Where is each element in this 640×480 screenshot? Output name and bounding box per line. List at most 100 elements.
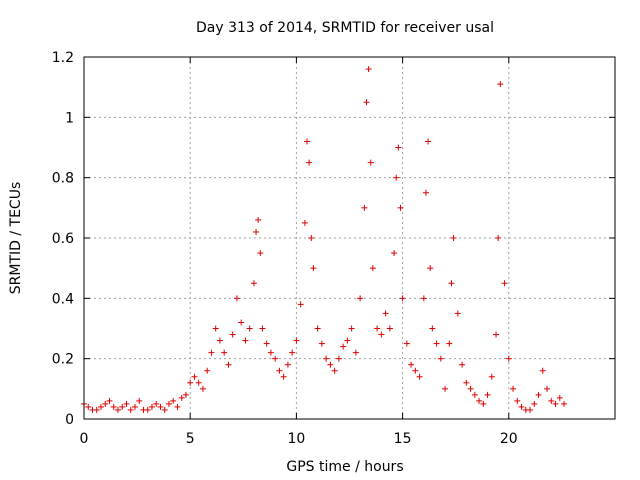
data-point <box>131 403 138 410</box>
data-point <box>259 325 266 332</box>
data-point <box>539 367 546 374</box>
x-tick-label: 20 <box>500 431 518 447</box>
data-point <box>361 204 368 211</box>
data-point <box>386 325 393 332</box>
grid-lines <box>84 57 615 419</box>
data-point <box>365 66 372 73</box>
data-point <box>246 325 253 332</box>
x-tick-label: 15 <box>394 431 412 447</box>
data-point <box>314 325 321 332</box>
data-point <box>182 391 189 398</box>
data-point <box>199 385 206 392</box>
axis-ticks: 0 0.2 0.4 0.6 0.8 1 1.2 0 5 10 15 20 <box>52 50 615 447</box>
data-points <box>81 66 568 413</box>
data-point <box>253 228 260 235</box>
data-point <box>467 385 474 392</box>
data-point <box>495 235 502 241</box>
y-tick-label: 0.6 <box>52 231 74 247</box>
data-point <box>238 319 245 326</box>
data-point <box>178 394 185 401</box>
data-point <box>367 159 374 166</box>
data-point <box>344 337 351 344</box>
data-point <box>323 355 330 362</box>
data-point <box>267 349 274 356</box>
data-point <box>148 403 155 410</box>
data-point <box>352 349 359 356</box>
data-point <box>242 337 249 344</box>
data-point <box>187 379 194 386</box>
data-point <box>348 325 355 332</box>
data-point <box>427 265 434 272</box>
data-point <box>422 189 429 196</box>
data-point <box>289 349 296 356</box>
data-point <box>263 340 270 347</box>
x-axis-label: GPS time / hours <box>286 459 403 475</box>
data-point <box>531 400 538 407</box>
data-point <box>250 280 257 287</box>
data-point <box>471 391 478 398</box>
data-point <box>208 349 215 356</box>
data-point <box>233 295 240 302</box>
data-point <box>229 331 236 338</box>
data-point <box>535 391 542 398</box>
data-point <box>306 159 313 166</box>
data-point <box>308 235 315 241</box>
y-tick-label: 0.2 <box>52 352 74 368</box>
data-point <box>301 219 308 226</box>
data-point <box>463 379 470 386</box>
data-point <box>272 355 279 362</box>
data-point <box>480 400 487 407</box>
data-point <box>448 280 455 287</box>
data-point <box>157 403 164 410</box>
data-point <box>204 367 211 374</box>
data-point <box>327 361 334 368</box>
data-point <box>556 394 563 401</box>
data-point <box>310 265 317 272</box>
data-point <box>378 331 385 338</box>
data-point <box>450 235 457 241</box>
chart-title: Day 313 of 2014, SRMTID for receiver usa… <box>196 20 494 36</box>
data-point <box>174 403 181 410</box>
data-point <box>165 400 172 407</box>
data-point <box>97 403 104 410</box>
y-tick-label: 1 <box>65 110 74 126</box>
data-point <box>114 406 121 413</box>
data-point <box>408 361 415 368</box>
data-point <box>442 385 449 392</box>
data-point <box>153 400 160 407</box>
data-point <box>501 280 508 287</box>
data-point <box>497 81 504 88</box>
data-point <box>395 144 402 151</box>
data-point <box>195 379 202 386</box>
data-point <box>391 250 398 257</box>
data-point <box>544 385 551 392</box>
data-point <box>403 340 410 347</box>
data-point <box>340 343 347 350</box>
y-tick-label: 0.4 <box>52 291 74 307</box>
data-point <box>119 403 126 410</box>
data-point <box>446 340 453 347</box>
data-point <box>433 340 440 347</box>
data-point <box>454 310 461 317</box>
data-point <box>284 361 291 368</box>
data-point <box>459 361 466 368</box>
data-point <box>255 216 262 223</box>
data-point <box>527 406 534 413</box>
data-point <box>110 403 117 410</box>
data-point <box>514 397 521 404</box>
data-point <box>476 397 483 404</box>
data-point <box>416 373 423 380</box>
data-point <box>280 373 287 380</box>
data-point <box>331 367 338 374</box>
data-point <box>425 138 432 145</box>
data-point <box>191 373 198 380</box>
y-axis-label: SRMTID / TECUs <box>8 182 24 295</box>
data-point <box>429 325 436 332</box>
data-point <box>170 397 177 404</box>
data-point <box>144 406 151 413</box>
data-point <box>357 295 364 302</box>
y-tick-label: 1.2 <box>52 50 74 66</box>
data-point <box>382 310 389 317</box>
data-point <box>397 204 404 211</box>
